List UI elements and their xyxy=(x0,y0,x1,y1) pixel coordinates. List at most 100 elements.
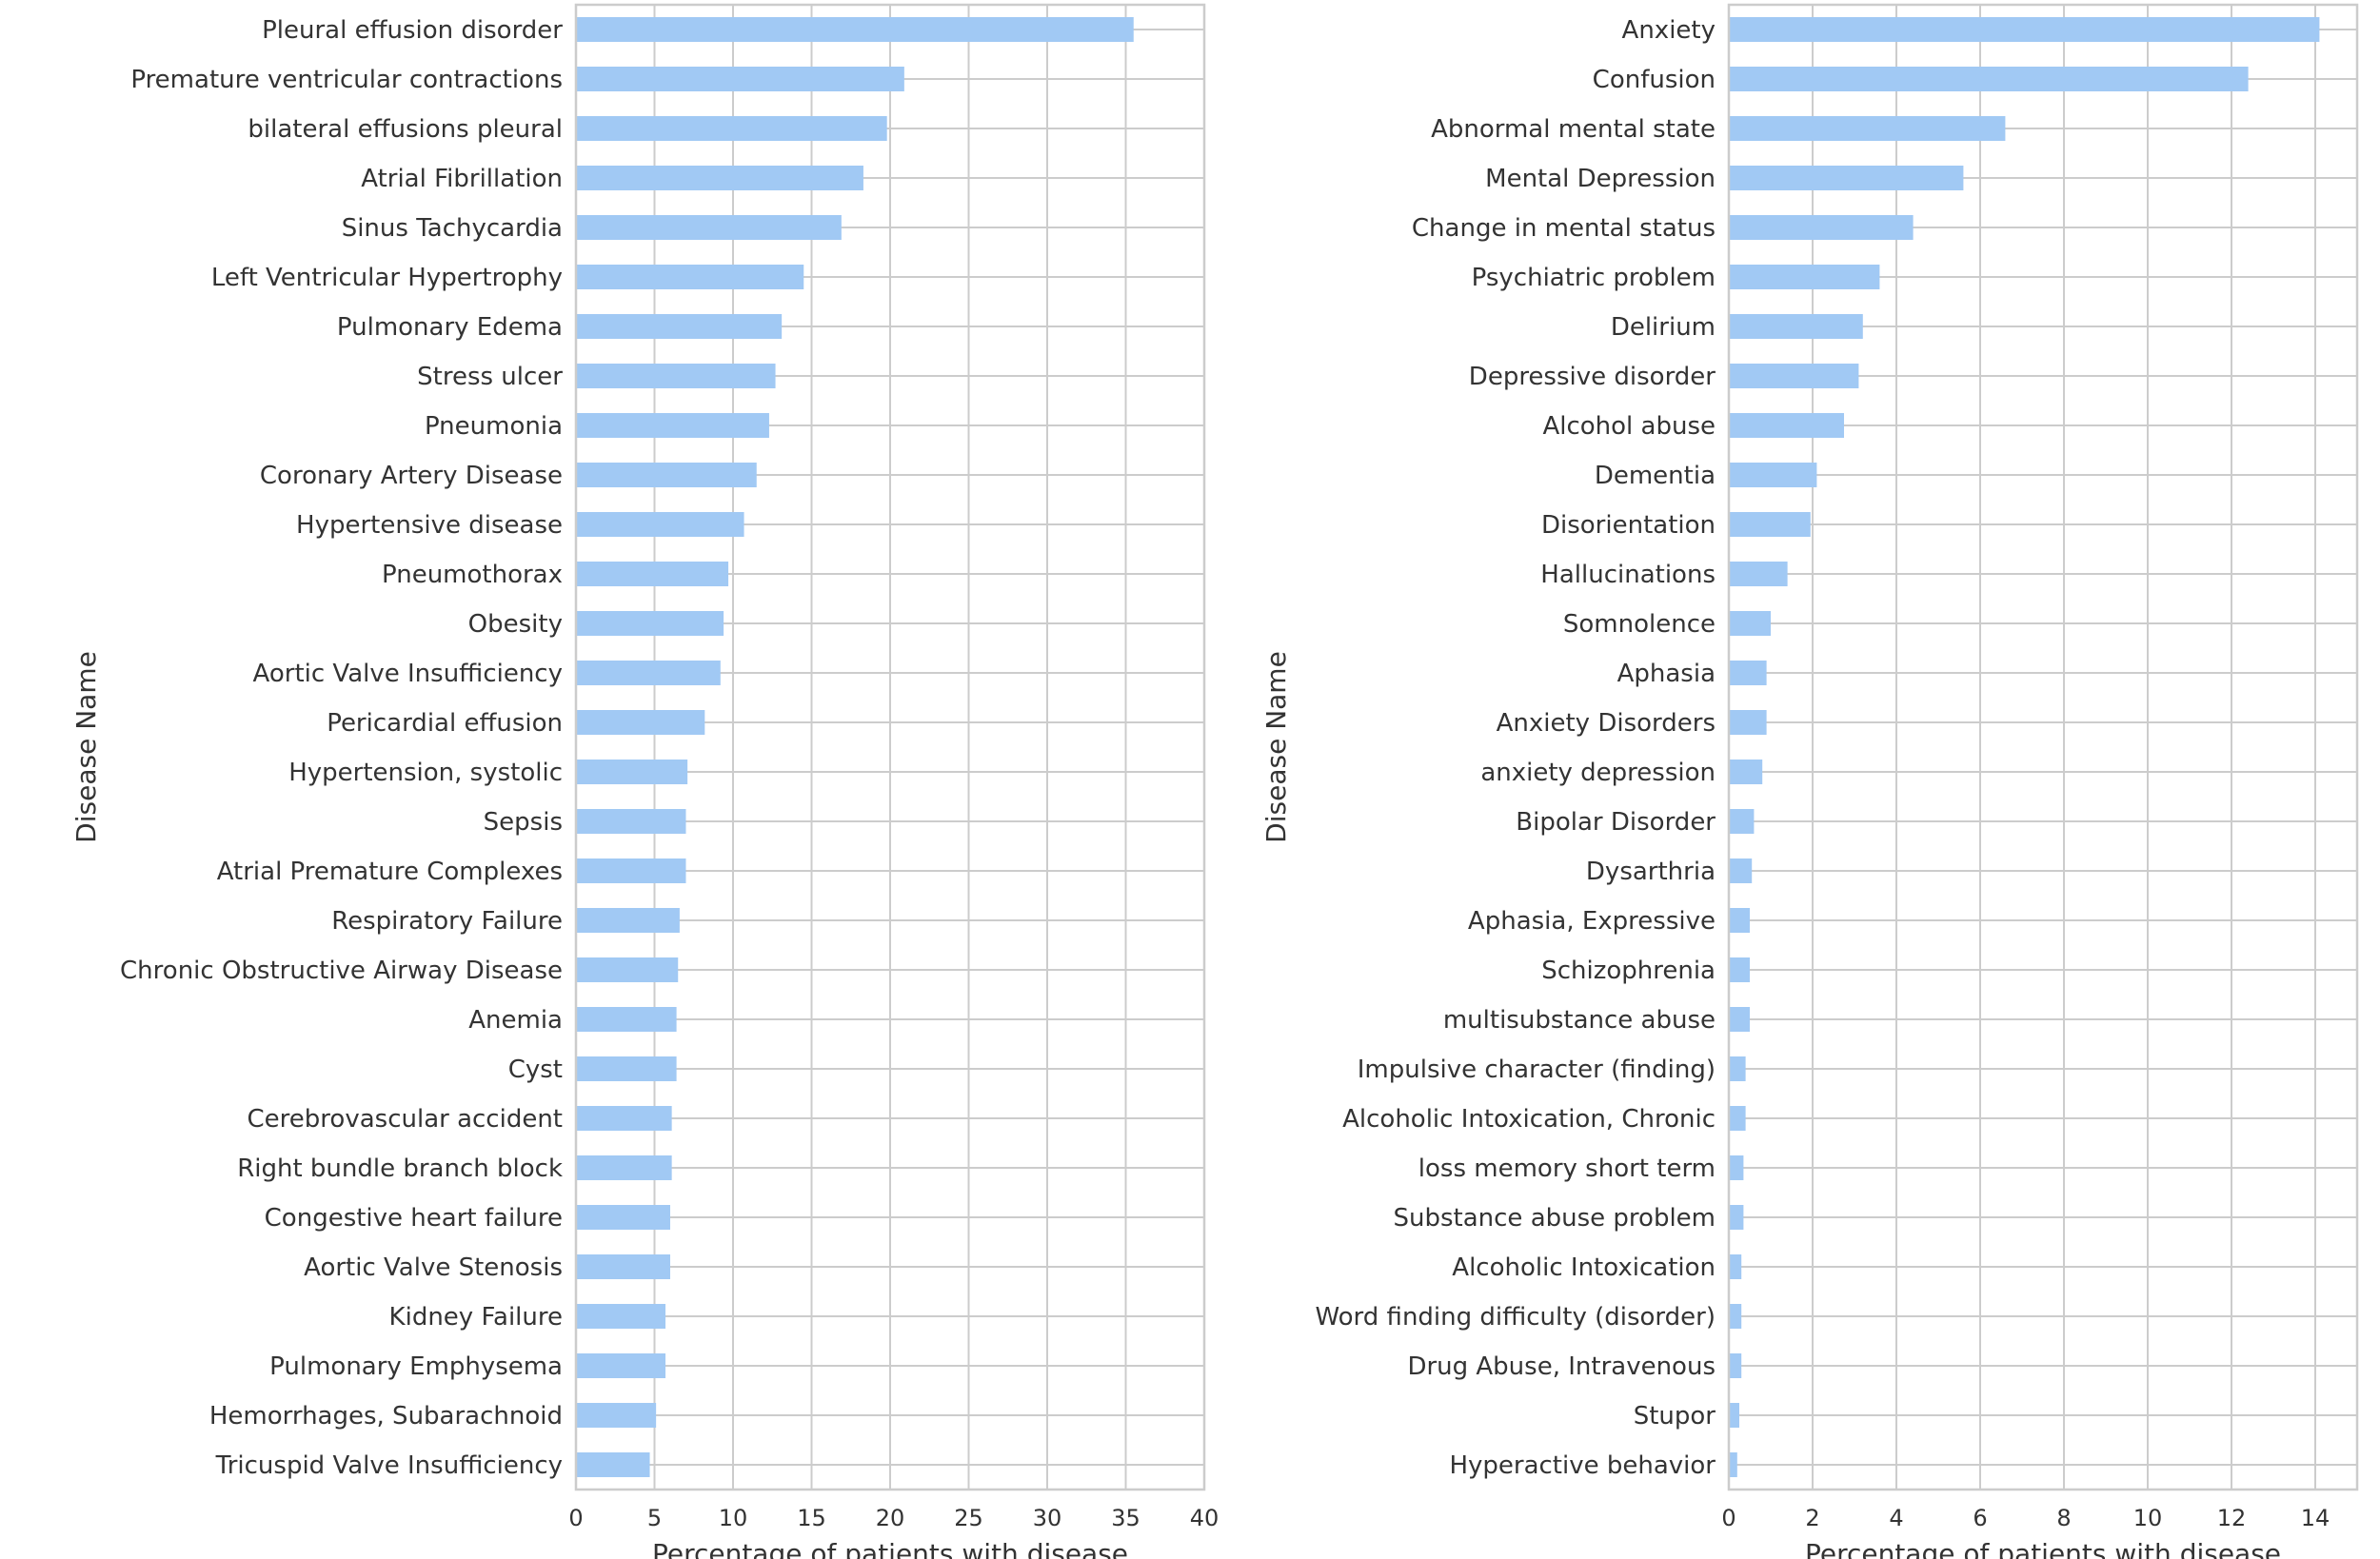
category-label: Coronary Artery Disease xyxy=(260,462,563,490)
category-label: Left Ventricular Hypertrophy xyxy=(211,264,563,292)
bar xyxy=(1729,908,1750,933)
bar xyxy=(1729,463,1817,487)
x-tick-label: 5 xyxy=(647,1505,662,1531)
category-label: Psychiatric problem xyxy=(1472,264,1716,292)
left-chart-panel: 0 5 10 15 20 25 30 35 40 Pleural effusion disorde… xyxy=(70,3,1220,1559)
bar xyxy=(1729,364,1859,388)
category-label: Premature ventricular contractions xyxy=(130,66,563,94)
bar xyxy=(576,166,863,190)
bar xyxy=(1729,760,1763,784)
bar xyxy=(576,710,705,735)
y-axis-label: Disease Name xyxy=(70,651,102,843)
bar xyxy=(1729,858,1753,883)
bar xyxy=(576,463,757,487)
category-label: Hypertensive disease xyxy=(296,511,563,540)
category-label: Sinus Tachycardia xyxy=(342,214,563,243)
bar xyxy=(576,908,680,933)
category-label: Alcoholic Intoxication, Chronic xyxy=(1342,1105,1716,1134)
bar xyxy=(1729,17,2320,42)
x-tick-label: 8 xyxy=(2056,1505,2071,1531)
bar xyxy=(576,1452,650,1477)
x-tick-label: 4 xyxy=(1889,1505,1903,1531)
bar xyxy=(1729,512,1811,537)
category-label: anxiety depression xyxy=(1480,759,1716,787)
bar xyxy=(1729,1254,1742,1279)
category-label: Aortic Valve Insufficiency xyxy=(253,660,563,688)
category-label: Atrial Fibrillation xyxy=(361,165,563,193)
category-label: Impulsive character (finding) xyxy=(1358,1056,1716,1084)
bar xyxy=(1729,562,1788,586)
category-label: Abnormal mental state xyxy=(1431,115,1716,144)
category-label: Dysarthria xyxy=(1586,858,1716,886)
category-label: Bipolar Disorder xyxy=(1516,808,1716,837)
bar xyxy=(1729,413,1844,438)
x-tick-label: 10 xyxy=(2133,1505,2163,1531)
bar xyxy=(576,858,686,883)
x-tick-label: 40 xyxy=(1190,1505,1220,1531)
bar xyxy=(1729,1353,1742,1378)
category-label: Hallucinations xyxy=(1540,561,1716,589)
category-label: Congestive heart failure xyxy=(265,1204,563,1233)
category-label: Pericardial effusion xyxy=(327,709,563,738)
bar xyxy=(1729,1304,1742,1329)
category-label: Dementia xyxy=(1595,462,1716,490)
bar xyxy=(576,512,744,537)
category-label: multisubstance abuse xyxy=(1443,1006,1716,1035)
bar xyxy=(576,562,729,586)
category-label: Drug Abuse, Intravenous xyxy=(1407,1352,1716,1381)
category-label: Anemia xyxy=(468,1006,563,1035)
bar xyxy=(576,1056,677,1081)
category-label: Delirium xyxy=(1611,313,1716,342)
bar xyxy=(1729,1007,1750,1032)
category-label: Aortic Valve Stenosis xyxy=(304,1253,563,1282)
x-tick-label: 2 xyxy=(1805,1505,1819,1531)
bar xyxy=(1729,1205,1744,1230)
bar xyxy=(576,116,887,141)
x-tick-label: 0 xyxy=(568,1505,583,1531)
x-tick-label: 35 xyxy=(1111,1505,1140,1531)
bar xyxy=(1729,1452,1737,1477)
plot-frame xyxy=(1727,3,2359,1491)
x-tick-label: 10 xyxy=(719,1505,748,1531)
bar xyxy=(576,1007,677,1032)
bar xyxy=(576,1304,666,1329)
bar xyxy=(576,215,842,240)
category-label: Aphasia, Expressive xyxy=(1468,907,1716,936)
bar xyxy=(576,67,904,91)
category-label: Obesity xyxy=(468,610,563,639)
bar xyxy=(576,1353,666,1378)
bar xyxy=(576,611,724,636)
bar xyxy=(576,265,804,289)
bar xyxy=(1729,314,1863,339)
category-label: Pulmonary Emphysema xyxy=(269,1352,563,1381)
category-label: Hypertension, systolic xyxy=(288,759,563,787)
category-label: Kidney Failure xyxy=(389,1303,563,1332)
bar xyxy=(1729,1056,1746,1081)
category-label: Respiratory Failure xyxy=(331,907,563,936)
category-label: Word finding difficulty (disorder) xyxy=(1315,1303,1716,1332)
bar xyxy=(576,364,776,388)
bar xyxy=(1729,1403,1739,1428)
bar xyxy=(1729,67,2249,91)
bar xyxy=(576,314,783,339)
category-label: Alcoholic Intoxication xyxy=(1452,1253,1716,1282)
x-tick-label: 12 xyxy=(2217,1505,2247,1531)
category-label: Pleural effusion disorder xyxy=(262,16,563,45)
bar xyxy=(576,1205,670,1230)
category-label: loss memory short term xyxy=(1418,1154,1716,1183)
bar xyxy=(576,1403,657,1428)
category-label: Disorientation xyxy=(1541,511,1716,540)
x-tick-label: 30 xyxy=(1033,1505,1062,1531)
right-chart-panel: 0 2 4 6 8 10 12 14 Anxiety Confusion Abnormal ment… xyxy=(1260,3,2359,1559)
bar xyxy=(576,1106,672,1131)
category-label: Chronic Obstructive Airway Disease xyxy=(120,957,563,985)
category-label: Pulmonary Edema xyxy=(337,313,563,342)
x-tick-label: 6 xyxy=(1973,1505,1987,1531)
bar xyxy=(576,809,686,834)
bar xyxy=(1729,809,1755,834)
category-label: Sepsis xyxy=(484,808,563,837)
bar xyxy=(576,413,769,438)
category-label: Anxiety Disorders xyxy=(1497,709,1716,738)
category-label: Atrial Premature Complexes xyxy=(217,858,563,886)
